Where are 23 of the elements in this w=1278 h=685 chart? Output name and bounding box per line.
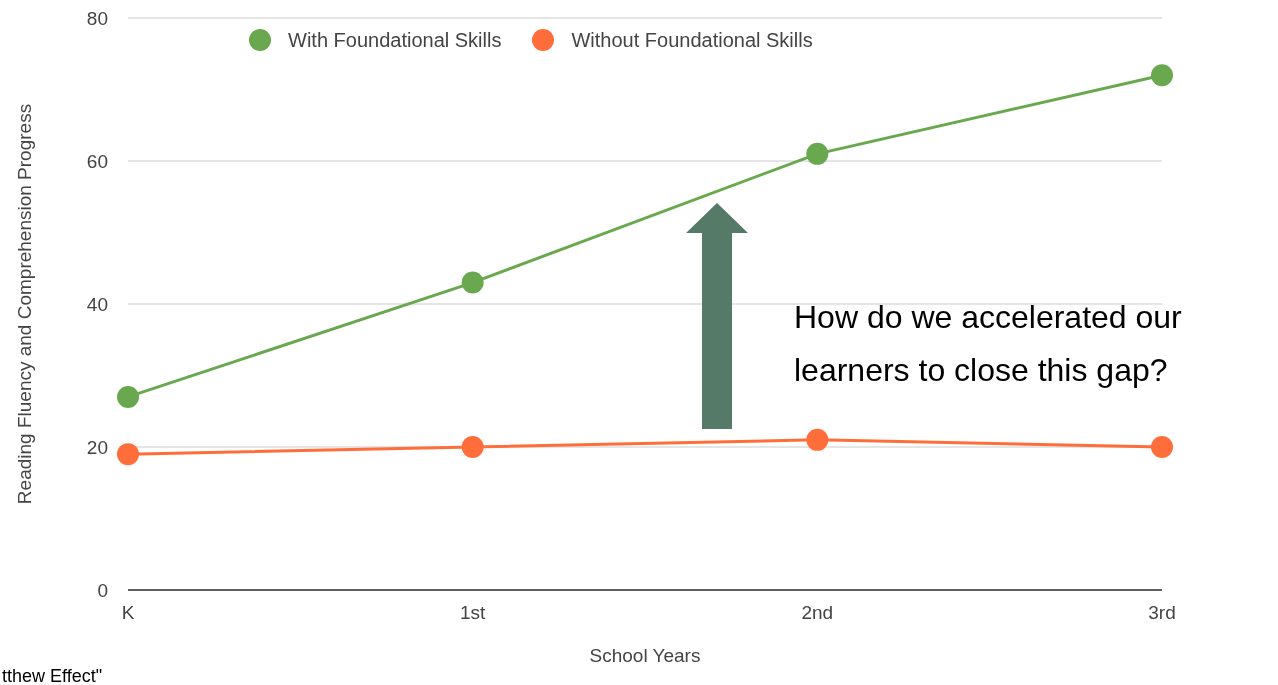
y-tick-label: 40	[86, 293, 108, 315]
point	[117, 443, 139, 466]
point	[1151, 436, 1173, 458]
x-axis-title: School Years	[589, 645, 701, 666]
y-tick-label: 0	[97, 579, 108, 601]
x-tick-label: 1st	[459, 602, 487, 624]
y-tick-label: 80	[86, 7, 108, 29]
point	[461, 436, 484, 458]
y-tick-label: 60	[86, 150, 108, 172]
point	[461, 271, 484, 294]
point	[806, 428, 829, 451]
point	[117, 385, 139, 408]
point	[806, 142, 829, 165]
x-tick-label: K	[121, 602, 135, 624]
y-tick-label: 20	[86, 436, 108, 458]
legend-label: Without Foundational Skills	[571, 28, 813, 52]
y-axis-title: Reading Fluency and Comprehension Progress	[13, 103, 35, 505]
text: tthew Effect"	[2, 666, 103, 685]
point	[1151, 64, 1173, 87]
legend-label: With Foundational Skills	[288, 28, 502, 52]
x-tick-label: 2nd	[801, 602, 834, 624]
annotation: How do we accelerated our learners to close this gap?	[794, 298, 1183, 390]
x-tick-label: 3rd	[1148, 602, 1176, 624]
